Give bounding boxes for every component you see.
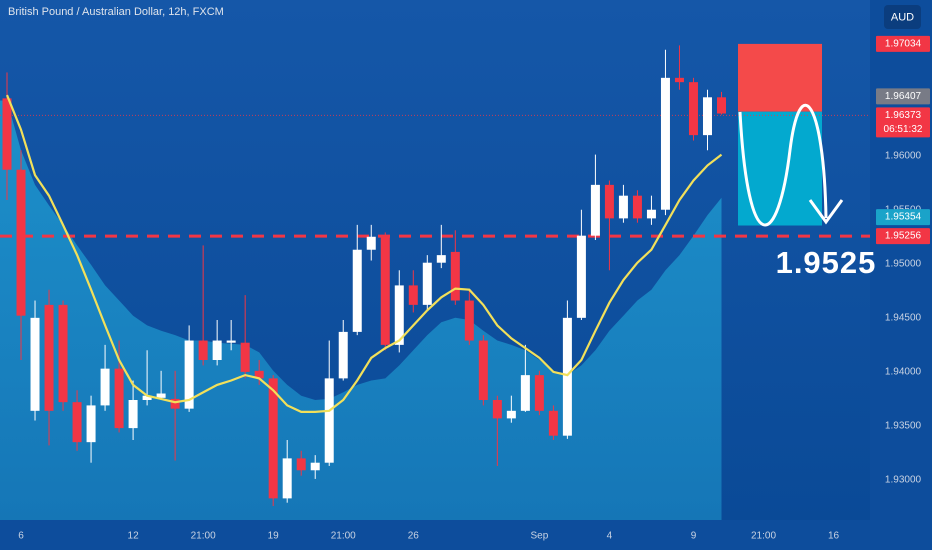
candle-body [16,169,26,316]
price-marker [876,228,930,245]
candle-body [520,375,530,411]
x-tick-label: 6 [18,531,24,542]
y-tick-label: 1.93500 [885,421,922,432]
price-marker [876,209,930,226]
candle-body [324,378,334,463]
currency-button[interactable] [884,5,921,29]
price-marker [876,88,930,105]
candle-body [184,340,194,409]
price-marker [876,35,930,52]
candle-body [576,235,586,318]
candle-body [170,398,180,409]
candle-body [72,402,82,443]
candle-body [212,340,222,360]
candle-body [618,195,628,219]
x-tick-label: 4 [607,531,613,542]
candle-body [674,77,684,83]
candle-body [142,395,152,400]
candle-body [646,209,656,219]
price-marker-label: 1.96407 [885,91,922,102]
candle-body [128,400,138,429]
y-tick-label: 1.96000 [885,150,922,161]
stop-zone [738,43,822,112]
countdown: 06:51:32 [884,124,923,135]
candle-body [562,317,572,436]
candle-body [240,342,250,372]
candle-body [478,340,488,400]
price-marker-label: 1.95354 [885,212,922,223]
candle-body [2,98,12,170]
candle-body [254,370,264,379]
area-fill [7,100,722,520]
candle-body [394,285,404,345]
candle-body [702,97,712,136]
currency-label[interactable]: AUD [891,11,914,23]
annotation: 1.9525 [776,245,877,280]
forecast-arrow [738,103,828,227]
x-tick-label: 26 [408,531,420,542]
x-tick-label: Sep [530,531,548,542]
candle-body [422,262,432,305]
candle-body [156,393,166,398]
area-left-edge [0,100,8,521]
candle-body [352,249,362,332]
forecast-arrow-head [808,199,844,225]
x-tick-label: 12 [128,531,140,542]
candle-body [548,410,558,436]
candle-body [604,184,614,219]
candle-body [380,236,390,345]
candle-body [198,340,208,360]
price-marker [876,107,930,138]
candle-body [44,304,54,411]
y-tick-label: 1.94000 [885,367,922,378]
candle-body [492,400,502,419]
candle-body [268,378,278,499]
x-tick-label: 16 [828,531,840,542]
candle-body [688,82,698,136]
candle-body [506,410,516,419]
y-tick-label: 1.95000 [885,258,922,269]
price-marker-label: 1.96373 [885,110,922,121]
candle-body [534,375,544,411]
candle-body [226,340,236,343]
x-tick-label: 21:00 [751,531,776,542]
candle-body [660,77,670,210]
price-marker-label: 1.95256 [885,231,922,242]
candle-body [30,317,40,411]
x-tick-label: 21:00 [191,531,216,542]
candle-body [716,97,726,114]
candle-body [338,331,348,379]
y-tick-label: 1.94500 [885,312,922,323]
candle-body [632,195,642,219]
x-tick-label: 19 [268,531,280,542]
x-tick-label: 9 [691,531,697,542]
target-zone [738,111,822,226]
candle-body [366,236,376,250]
candle-body [296,458,306,471]
candle-body [590,184,600,236]
candle-body [282,458,292,499]
candle-body [464,300,474,341]
price-marker-label: 1.97034 [885,39,922,50]
candle-body [408,285,418,305]
candle-body [450,251,460,301]
moving-average [5,94,723,413]
x-tick-label: 21:00 [331,531,356,542]
candle-body [310,462,320,471]
candle-body [58,304,68,403]
chart-title: British Pound / Australian Dollar, 12h, … [8,6,224,18]
candle-body [436,255,446,263]
candle-body [86,405,96,443]
y-tick-label: 1.93000 [885,475,922,486]
candle-body [100,368,110,406]
candle-body [114,368,124,429]
